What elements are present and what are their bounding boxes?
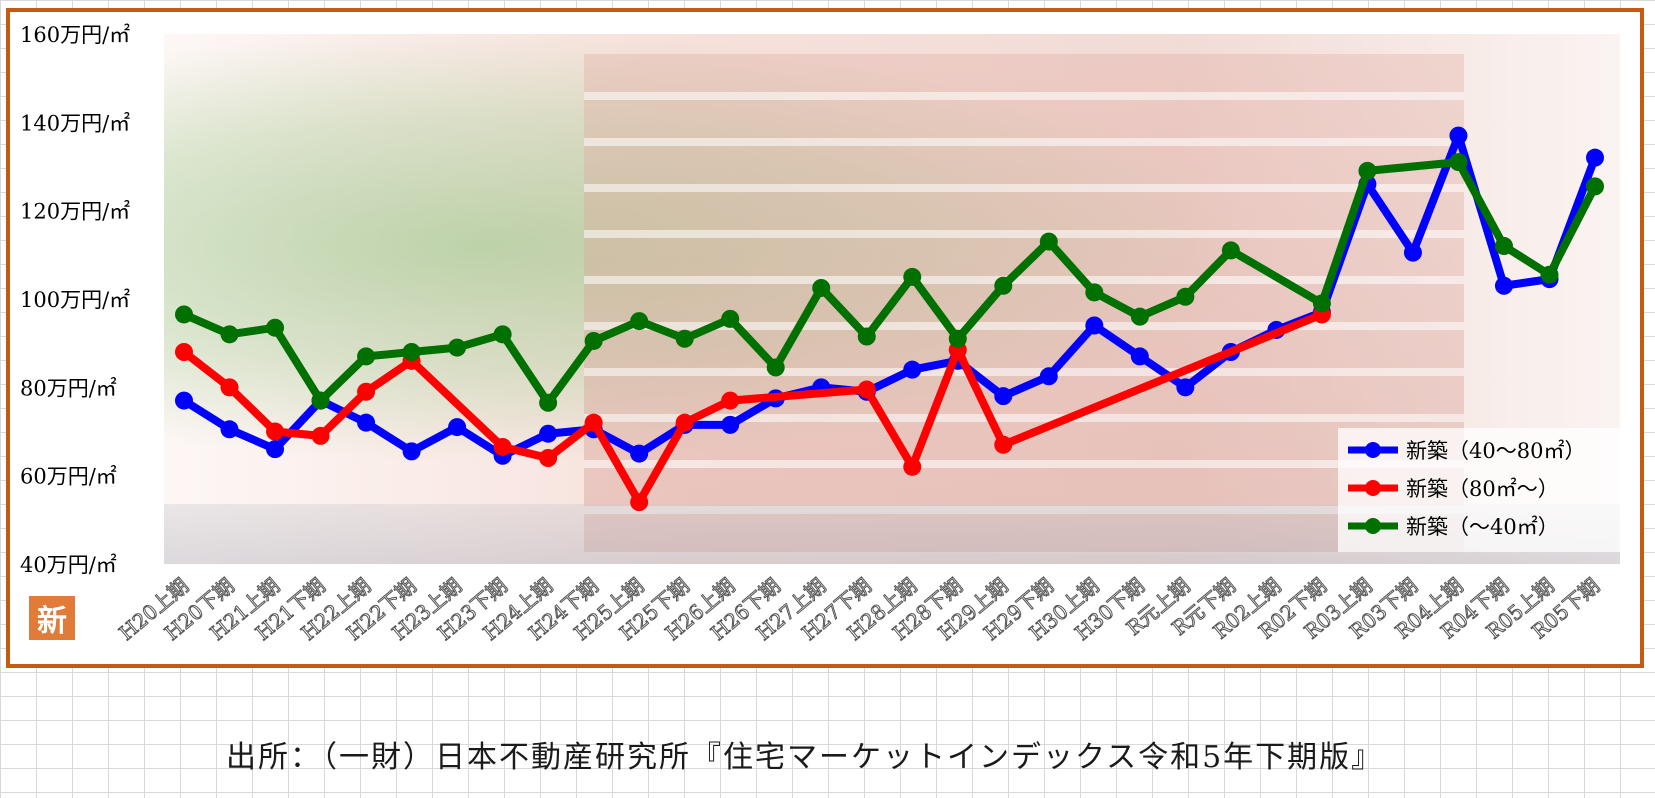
data-point <box>1085 316 1104 335</box>
data-point <box>1540 265 1559 284</box>
data-point <box>311 426 330 445</box>
y-tick-label: 100万円/㎡ <box>20 288 130 312</box>
legend-label: 新築（40～80㎡） <box>1406 439 1585 463</box>
data-point <box>493 437 512 456</box>
series-3 <box>175 153 1604 412</box>
data-point <box>266 422 285 441</box>
data-point <box>539 424 558 443</box>
legend-swatch-marker <box>1365 480 1381 496</box>
data-point <box>1586 177 1604 196</box>
data-point <box>1449 126 1468 145</box>
data-point <box>584 413 603 432</box>
data-point <box>175 305 193 324</box>
data-point <box>1312 294 1331 313</box>
data-point <box>1494 237 1513 255</box>
series-line <box>180 131 1599 460</box>
legend-label: 新築（80㎡～） <box>1406 477 1559 501</box>
data-point <box>721 415 740 434</box>
data-point <box>357 382 376 401</box>
legend-swatch-marker <box>1365 442 1381 458</box>
data-point <box>1130 307 1149 326</box>
legend-swatch-marker <box>1365 518 1381 534</box>
y-tick-label: 40万円/㎡ <box>20 553 117 577</box>
data-point <box>812 278 831 297</box>
data-point <box>1358 161 1377 180</box>
y-tick-label: 120万円/㎡ <box>20 200 130 224</box>
data-point <box>630 312 649 331</box>
data-point <box>903 457 922 476</box>
data-point <box>402 343 421 361</box>
data-point <box>1221 241 1240 260</box>
data-point <box>175 343 193 361</box>
data-point <box>766 358 785 377</box>
data-point <box>220 378 239 397</box>
data-point <box>630 493 649 512</box>
data-point <box>948 329 967 348</box>
series-line <box>180 158 1599 407</box>
data-point <box>1176 378 1195 397</box>
data-point <box>721 391 740 410</box>
data-point <box>266 318 285 337</box>
data-point <box>903 267 922 286</box>
data-point <box>220 420 239 439</box>
data-point <box>721 309 740 328</box>
data-point <box>1130 347 1149 366</box>
data-point <box>448 338 467 357</box>
data-point <box>1586 148 1604 167</box>
source-citation: 出所：（一財）日本不動産研究所『住宅マーケットインデックス令和5年下期版』 <box>226 740 1384 775</box>
data-point <box>994 435 1013 454</box>
data-point <box>539 449 558 467</box>
data-point <box>1176 287 1195 306</box>
data-point <box>903 360 922 379</box>
data-point <box>1039 232 1058 251</box>
data-point <box>584 331 603 350</box>
data-point <box>857 380 876 399</box>
data-point <box>994 387 1013 406</box>
data-point <box>402 442 421 461</box>
data-point <box>539 393 558 412</box>
data-point <box>357 347 376 366</box>
data-point <box>220 325 239 344</box>
data-point <box>311 391 330 410</box>
y-tick-label: 140万円/㎡ <box>20 111 130 135</box>
data-point <box>1403 243 1422 262</box>
data-point <box>493 325 512 344</box>
data-point <box>1085 283 1104 302</box>
y-tick-label: 60万円/㎡ <box>20 465 117 489</box>
new-construction-badge: 新 <box>29 596 75 640</box>
data-point <box>1494 276 1513 295</box>
data-point <box>1449 153 1468 172</box>
y-tick-label: 80万円/㎡ <box>20 376 117 400</box>
legend-label: 新築（～40㎡） <box>1406 515 1559 539</box>
data-point <box>675 329 694 348</box>
data-point <box>857 327 876 346</box>
data-point <box>1039 367 1058 386</box>
data-point <box>175 391 193 410</box>
y-tick-label: 160万円/㎡ <box>20 23 130 47</box>
data-point <box>266 440 285 459</box>
chart-legend: 新築（40～80㎡） 新築（80㎡～） 新築（～40㎡） <box>1338 428 1620 552</box>
series-1 <box>175 126 1604 465</box>
data-point <box>675 413 694 432</box>
series-2 <box>175 305 1331 512</box>
data-point <box>994 276 1013 295</box>
data-point <box>630 444 649 463</box>
data-point <box>448 418 467 437</box>
data-point <box>357 413 376 432</box>
